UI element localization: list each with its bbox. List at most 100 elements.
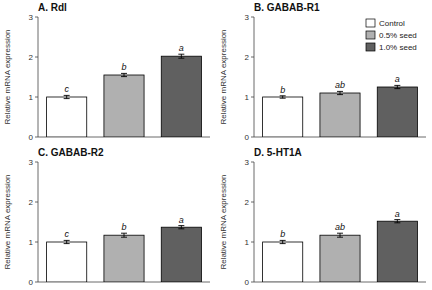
significance-letter: ab — [335, 222, 345, 232]
panel: 0123Relative mRNA expressionC. GABAB-R2c… — [3, 147, 210, 287]
error-cap — [394, 222, 400, 223]
y-axis — [38, 17, 39, 137]
error-bar — [337, 91, 343, 94]
bar — [263, 242, 303, 282]
y-tick — [35, 17, 38, 18]
legend: Control0.5% seed1.0% seed — [366, 19, 417, 52]
error-bar — [280, 96, 286, 98]
error-cap — [178, 225, 184, 226]
bar — [377, 221, 417, 282]
significance-letter: b — [280, 229, 285, 239]
y-tick — [251, 17, 254, 18]
error-cap — [178, 58, 184, 59]
y-tick — [251, 162, 254, 163]
y-tick — [35, 137, 38, 138]
error-stem — [282, 240, 283, 243]
error-cap — [121, 237, 127, 238]
y-tick-label: 2 — [29, 198, 34, 207]
y-tick — [35, 162, 38, 163]
y-tick-label: 1 — [245, 238, 250, 247]
y-axis-label: Relative mRNA expression — [3, 174, 12, 269]
error-cap — [394, 85, 400, 86]
significance-letter: b — [121, 62, 126, 72]
y-tick-label: 2 — [245, 53, 250, 62]
error-cap — [280, 98, 286, 99]
marks — [47, 226, 202, 282]
error-cap — [280, 95, 286, 96]
error-cap — [121, 233, 127, 234]
error-bar — [280, 240, 286, 243]
y-tick — [251, 202, 254, 203]
y-tick-label: 3 — [29, 158, 34, 167]
y-tick-label: 0 — [245, 278, 250, 287]
y-tick-label: 1 — [29, 93, 34, 102]
y-tick-label: 3 — [245, 158, 250, 167]
error-stem — [397, 85, 398, 88]
y-tick-label: 2 — [29, 53, 34, 62]
y-tick-label: 0 — [29, 278, 34, 287]
y-axis-label: Relative mRNA expression — [219, 174, 228, 269]
y-axis-label: Relative mRNA expression — [3, 29, 12, 124]
error-bar — [394, 85, 400, 88]
y-tick — [251, 137, 254, 138]
bar — [263, 97, 303, 137]
y-tick — [35, 282, 38, 283]
y-axis — [254, 162, 255, 282]
error-bar — [394, 220, 400, 223]
y-axis — [38, 162, 39, 282]
panel-title: D. 5-HT1A — [254, 147, 302, 158]
significance-letter: ab — [335, 80, 345, 90]
bar — [320, 93, 360, 137]
error-bar — [178, 226, 184, 229]
y-axis — [254, 17, 255, 137]
error-cap — [394, 88, 400, 89]
bar — [47, 97, 87, 137]
y-tick — [35, 97, 38, 98]
legend-swatch — [366, 31, 375, 39]
legend-swatch — [366, 19, 375, 27]
error-stem — [181, 226, 182, 229]
panel-title: B. GABAB-R1 — [254, 2, 320, 13]
figure: 0123Relative mRNA expressionA. Rdlcba012… — [0, 0, 432, 290]
marks — [263, 220, 418, 282]
legend-label: 0.5% seed — [379, 31, 417, 40]
error-bar — [64, 95, 70, 98]
significance-letter: c — [64, 84, 69, 94]
y-tick — [251, 282, 254, 283]
y-tick — [35, 242, 38, 243]
significance-letter: a — [395, 74, 400, 84]
bar — [377, 87, 417, 137]
y-tick — [251, 57, 254, 58]
error-stem — [66, 95, 67, 98]
error-cap — [337, 237, 343, 238]
error-bar — [64, 240, 70, 243]
error-stem — [124, 233, 125, 237]
bar — [320, 235, 360, 282]
error-stem — [340, 233, 341, 237]
error-bar — [121, 73, 127, 76]
error-stem — [397, 220, 398, 223]
panel: 0123Relative mRNA expressionD. 5-HT1Abab… — [219, 147, 426, 287]
error-cap — [178, 228, 184, 229]
marks — [47, 54, 202, 137]
y-tick-label: 3 — [29, 13, 34, 22]
y-tick-label: 1 — [29, 238, 34, 247]
significance-letter: b — [280, 85, 285, 95]
panel-title: C. GABAB-R2 — [38, 147, 104, 158]
significance-letter: b — [121, 222, 126, 232]
error-cap — [394, 219, 400, 220]
bar — [161, 56, 201, 137]
bar — [104, 75, 144, 137]
bar — [161, 227, 201, 282]
error-cap — [64, 243, 70, 244]
error-cap — [64, 95, 70, 96]
y-tick-label: 0 — [29, 133, 34, 142]
error-cap — [121, 76, 127, 77]
y-tick-label: 3 — [245, 13, 250, 22]
panel: 0123Relative mRNA expressionB. GABAB-R1b… — [219, 2, 426, 142]
error-stem — [181, 54, 182, 58]
significance-letter: a — [179, 43, 184, 53]
error-stem — [66, 240, 67, 243]
y-tick — [35, 202, 38, 203]
y-tick — [251, 242, 254, 243]
